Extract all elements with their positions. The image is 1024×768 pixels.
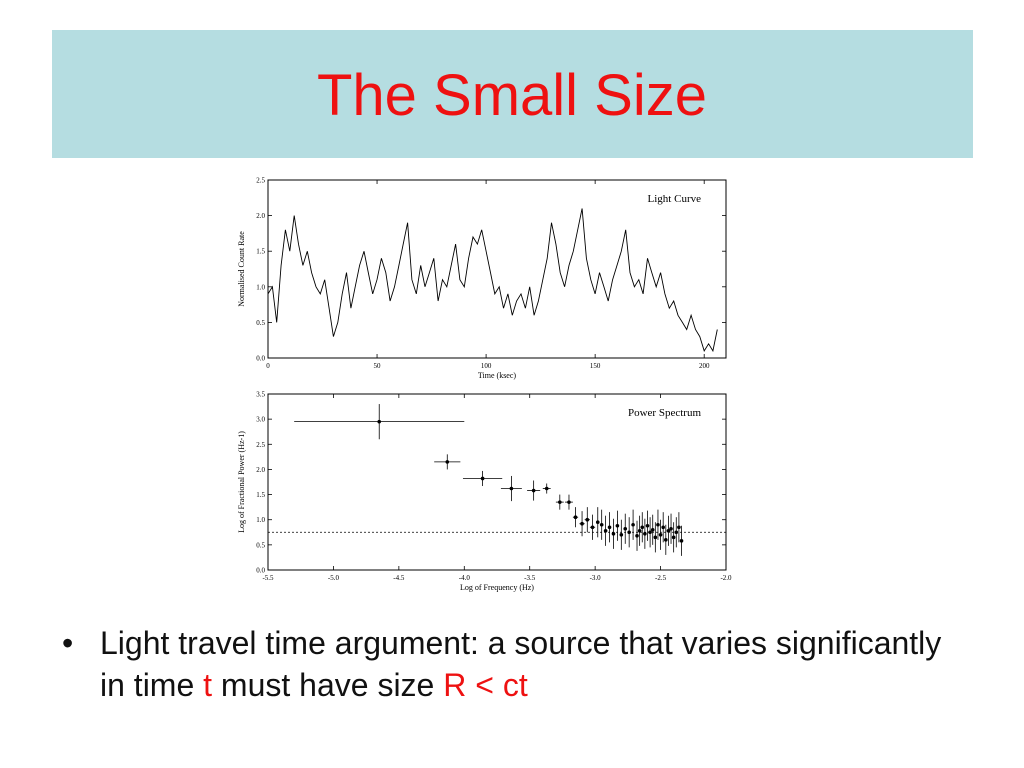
power-spectrum-point bbox=[580, 521, 584, 526]
power-spectrum-ylabel: Log of Fractional Power (Hz-1) bbox=[237, 431, 246, 533]
light-curve-ytick-label: 0.5 bbox=[256, 319, 265, 327]
power-spectrum-point bbox=[595, 520, 600, 525]
light-curve-xlabel: Time (ksec) bbox=[478, 371, 516, 380]
power-spectrum-xtick-label: -5.0 bbox=[328, 574, 340, 582]
power-spectrum-ytick-label: 3.5 bbox=[256, 391, 265, 399]
power-spectrum-point bbox=[677, 525, 681, 530]
power-spectrum-point bbox=[679, 539, 684, 543]
power-spectrum-point bbox=[669, 526, 673, 531]
power-spectrum-point bbox=[666, 528, 671, 533]
power-spectrum-point bbox=[573, 515, 578, 519]
power-spectrum-point bbox=[607, 525, 612, 530]
light-curve-title: Light Curve bbox=[648, 193, 702, 205]
power-spectrum-ytick-label: 3.0 bbox=[256, 416, 265, 424]
power-spectrum-ytick-label: 0.5 bbox=[256, 541, 265, 549]
power-spectrum-point bbox=[603, 528, 608, 533]
bullet-marker: • bbox=[62, 625, 74, 661]
light-curve-frame bbox=[267, 179, 727, 359]
power-spectrum-point bbox=[611, 531, 616, 536]
power-spectrum-xtick-label: -2.0 bbox=[720, 574, 732, 582]
light-curve-ytick-label: 1.0 bbox=[256, 283, 265, 291]
light-curve-ylabel: Normalised Count Rate bbox=[237, 231, 246, 307]
power-spectrum-point bbox=[648, 530, 652, 535]
power-spectrum-point bbox=[599, 522, 604, 527]
power-spectrum-point bbox=[544, 486, 549, 491]
light-curve-ytick-label: 2.0 bbox=[256, 212, 265, 220]
power-spectrum-point bbox=[674, 530, 679, 535]
power-spectrum-point bbox=[640, 525, 645, 530]
power-spectrum-xtick-label: -3.0 bbox=[590, 574, 602, 582]
light-curve-panel: 0 50 100 150 200 0.0 0.5 1.0 1.5 2.0 2.5 Light Cur… bbox=[237, 177, 727, 380]
power-spectrum-xtick-label: -2.5 bbox=[655, 574, 667, 582]
power-spectrum-point bbox=[671, 535, 676, 540]
power-spectrum-point bbox=[558, 500, 562, 504]
power-spectrum-ytick-label: 0.0 bbox=[256, 567, 265, 575]
power-spectrum-point bbox=[656, 522, 660, 527]
power-spectrum-xlabel: Log of Frequency (Hz) bbox=[460, 583, 534, 592]
power-spectrum-ytick-label: 1.0 bbox=[256, 516, 265, 524]
power-spectrum-point bbox=[653, 535, 658, 540]
power-spectrum-point bbox=[631, 522, 635, 527]
power-spectrum-ticks: -5.5 -5.0 -4.5 -4.0 -3.5 -3.0 -2.5 -2.0 0.0 0.5 1.… bbox=[256, 391, 732, 583]
power-spectrum-point bbox=[645, 523, 650, 528]
power-spectrum-point bbox=[664, 538, 668, 542]
power-spectrum-point bbox=[637, 528, 642, 533]
power-spectrum-xtick-label: -3.5 bbox=[524, 574, 536, 582]
power-spectrum-point bbox=[650, 527, 655, 532]
light-curve-xtick-label: 100 bbox=[481, 362, 492, 370]
bullet-text-part-2: must have size bbox=[212, 667, 444, 703]
light-curve-ticks: 0 50 100 150 200 0.0 0.5 1.0 1.5 2.0 2.5 bbox=[256, 177, 726, 370]
light-curve-ytick-label: 1.5 bbox=[256, 248, 265, 256]
light-curve-series-line bbox=[267, 208, 718, 353]
power-spectrum-point bbox=[627, 530, 631, 535]
power-spectrum-point bbox=[509, 486, 514, 491]
slide-title: The Small Size bbox=[316, 63, 708, 128]
power-spectrum-points bbox=[294, 404, 684, 556]
power-spectrum-point bbox=[590, 525, 595, 530]
power-spectrum-point bbox=[377, 419, 382, 424]
bullet-text: Light travel time argument: a source tha… bbox=[100, 622, 960, 706]
bullet-text-part-1: Light travel time argument: a source tha… bbox=[100, 625, 942, 703]
light-curve-xtick-label: 50 bbox=[374, 362, 382, 370]
light-curve-xtick-label: 0 bbox=[266, 362, 270, 370]
light-curve-ytick-label: 2.5 bbox=[256, 177, 265, 185]
bullet-formula: R < ct bbox=[443, 667, 528, 703]
power-spectrum-point bbox=[661, 525, 665, 530]
power-spectrum-point bbox=[615, 523, 620, 528]
power-spectrum-point bbox=[445, 460, 450, 464]
figure: 0 50 100 150 200 0.0 0.5 1.0 1.5 2.0 2.5 Light Cur… bbox=[232, 172, 742, 604]
power-spectrum-point bbox=[658, 533, 663, 537]
power-spectrum-ytick-label: 2.5 bbox=[256, 441, 265, 449]
power-spectrum-ytick-label: 2.0 bbox=[256, 466, 265, 474]
power-spectrum-xtick-label: -4.0 bbox=[459, 574, 471, 582]
power-spectrum-xtick-label: -5.5 bbox=[262, 574, 274, 582]
power-spectrum-point bbox=[619, 533, 624, 537]
power-spectrum-point bbox=[643, 531, 647, 536]
light-curve-xtick-label: 150 bbox=[590, 362, 601, 370]
chart-figure: 0 50 100 150 200 0.0 0.5 1.0 1.5 2.0 2.5 Light Cur… bbox=[237, 177, 732, 593]
power-spectrum-point bbox=[623, 526, 628, 531]
power-spectrum-ytick-label: 1.5 bbox=[256, 491, 265, 499]
power-spectrum-point bbox=[480, 476, 485, 481]
light-curve-ytick-label: 0.0 bbox=[256, 355, 265, 363]
power-spectrum-point bbox=[531, 488, 536, 493]
power-spectrum-frame bbox=[267, 393, 727, 571]
power-spectrum-xtick-label: -4.5 bbox=[393, 574, 405, 582]
title-band bbox=[52, 30, 973, 158]
power-spectrum-point bbox=[635, 534, 639, 538]
power-spectrum-point bbox=[567, 500, 571, 504]
power-spectrum-panel: -5.5 -5.0 -4.5 -4.0 -3.5 -3.0 -2.5 -2.0 0.0 0.5 1.… bbox=[237, 391, 732, 593]
power-spectrum-title: Power Spectrum bbox=[628, 407, 701, 419]
light-curve-xtick-label: 200 bbox=[699, 362, 710, 370]
bullet-variable-t: t bbox=[203, 667, 213, 703]
power-spectrum-point bbox=[585, 517, 590, 522]
